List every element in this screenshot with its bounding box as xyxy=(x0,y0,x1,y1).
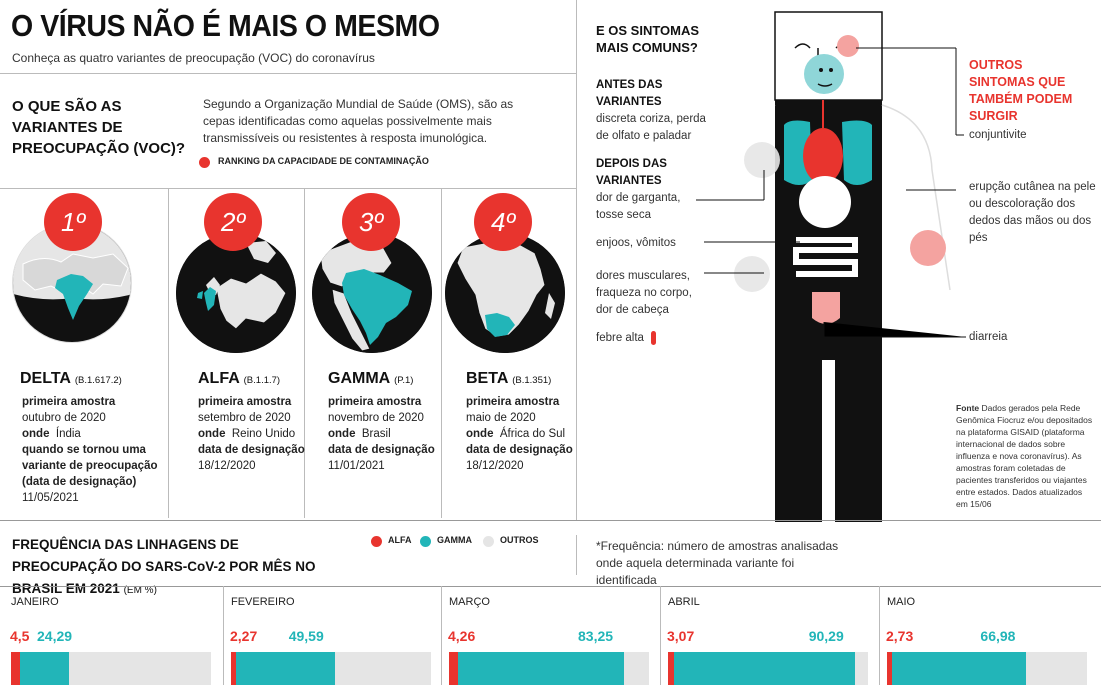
symptom-skin-rash: erupção cutânea na pele ou descoloração … xyxy=(969,181,1096,244)
bar-alfa xyxy=(449,652,458,685)
divider xyxy=(0,73,576,74)
bar-gamma xyxy=(457,652,625,685)
variant-name: BETA (B.1.351) xyxy=(466,370,552,387)
leader-lines xyxy=(696,47,966,338)
symptom-conjunctivitis: conjuntivite xyxy=(969,129,1027,141)
rank-badge: 2º xyxy=(204,193,262,251)
page-title: O VÍRUS NÃO É MAIS O MESMO xyxy=(11,8,440,43)
month-divider xyxy=(223,586,224,685)
divider xyxy=(168,188,169,518)
bar-gamma xyxy=(892,652,1027,685)
variant-info: primeira amostra novembro de 2020 onde Br… xyxy=(328,396,435,472)
divider xyxy=(0,520,1101,521)
month-label: FEVEREIRO xyxy=(231,596,295,608)
month-label: ABRIL xyxy=(668,596,700,608)
page-subtitle: Conheça as quatro variantes de preocupaç… xyxy=(12,51,375,65)
globe-south-africa xyxy=(445,233,565,353)
month-divider xyxy=(660,586,661,685)
divider xyxy=(0,188,576,189)
bar-alfa xyxy=(887,652,893,685)
data-label-gamma: 49,59 xyxy=(288,628,324,644)
variant-info: primeira amostra maio de 2020 onde África… xyxy=(466,396,573,472)
symptoms-after: DEPOIS DAS VARIANTES dor de garganta, to… xyxy=(596,158,681,221)
data-label-gamma: 66,98 xyxy=(980,628,1016,644)
divider xyxy=(576,535,577,575)
data-label-gamma: 90,29 xyxy=(808,628,844,644)
data-label-gamma: 24,29 xyxy=(37,628,73,644)
other-symptoms-heading: OUTROS SINTOMAS QUE TAMBÉM PODEM SURGIR xyxy=(969,58,1073,123)
variant-name: DELTA (B.1.617.2) xyxy=(20,370,122,387)
symptoms-before: ANTES DAS VARIANTES discreta coriza, per… xyxy=(596,79,706,142)
variant-name: GAMMA (P.1) xyxy=(328,370,414,387)
symptom-nausea: enjoos, vômitos xyxy=(596,237,676,249)
rank-badge: 1º xyxy=(44,193,102,251)
bar-alfa xyxy=(11,652,20,685)
divider xyxy=(441,188,442,518)
symptom-fever: febre alta xyxy=(596,330,657,347)
bar-alfa xyxy=(668,652,675,685)
month-label: MAIO xyxy=(887,596,916,608)
month-label: MARÇO xyxy=(449,596,490,608)
bar-alfa xyxy=(231,652,236,685)
legend-label-alfa: ALFA xyxy=(388,535,412,545)
bar-gamma xyxy=(20,652,69,685)
variant-card-delta: 1º DELTA (B.1.617.2) primeira amostra out… xyxy=(0,188,168,518)
symptoms-title: E OS SINTOMAS MAIS COMUNS? xyxy=(596,23,700,55)
legend-dot-gamma xyxy=(420,536,431,547)
legend-dot-alfa xyxy=(371,536,382,547)
globe-india xyxy=(12,223,132,343)
data-label-alfa: 4,5 xyxy=(10,628,30,644)
variant-name: ALFA (B.1.1.7) xyxy=(198,370,281,387)
divider xyxy=(0,586,1101,587)
chart-note: *Frequência: número de amostras analisad… xyxy=(596,539,839,587)
symptom-muscle-pain: dores musculares, fraqueza no corpo, dor… xyxy=(596,270,692,316)
thermometer-icon xyxy=(651,330,657,345)
body-illustration xyxy=(717,11,972,522)
voc-description: Segundo a Organização Mundial de Saúde (… xyxy=(203,97,514,145)
voc-heading: O QUE SÃO AS VARIANTES DE PREOCUPAÇÃO (V… xyxy=(12,98,186,157)
ranking-legend-dot xyxy=(199,157,210,168)
rank-badge: 4º xyxy=(474,193,532,251)
variant-card-beta: 4º BETA (B.1.351) primeira amostra maio d… xyxy=(441,188,576,518)
bar-gamma xyxy=(235,652,335,685)
data-label-alfa: 3,07 xyxy=(667,628,695,644)
divider xyxy=(304,188,305,518)
bar-gamma xyxy=(674,652,855,685)
data-label-alfa: 2,73 xyxy=(886,628,914,644)
month-label: JANEIRO xyxy=(11,596,59,608)
variant-info: primeira amostra outubro de 2020 onde Índ… xyxy=(22,396,158,504)
variant-card-alfa: 2º ALFA (B.1.1.7) primeira amostra setemb… xyxy=(168,188,305,518)
month-divider xyxy=(441,586,442,685)
data-label-alfa: 4,26 xyxy=(448,628,476,644)
chart-title: FREQUÊNCIA DAS LINHAGENS DE PREOCUPAÇÃO … xyxy=(12,537,316,596)
month-divider xyxy=(879,586,880,685)
ranking-legend-label: RANKING DA CAPACIDADE DE CONTAMINAÇÃO xyxy=(218,156,429,166)
variant-info: primeira amostra setembro de 2020 onde Re… xyxy=(198,396,305,472)
rank-badge: 3º xyxy=(342,193,400,251)
divider xyxy=(576,0,577,520)
source-note: Fonte Dados gerados pela Rede Genômica F… xyxy=(956,403,1093,509)
data-label-alfa: 2,27 xyxy=(230,628,258,644)
legend-label-outros: OUTROS xyxy=(500,535,539,545)
data-label-gamma: 83,25 xyxy=(578,628,614,644)
globe-brazil xyxy=(312,233,432,353)
legend-dot-outros xyxy=(483,536,494,547)
symptom-diarrhea: diarreia xyxy=(969,331,1008,343)
variant-card-gamma: 3º GAMMA (P.1) primeira amostra novembro … xyxy=(304,188,441,518)
legend-label-gamma: GAMMA xyxy=(437,535,472,545)
globe-uk xyxy=(176,233,296,353)
